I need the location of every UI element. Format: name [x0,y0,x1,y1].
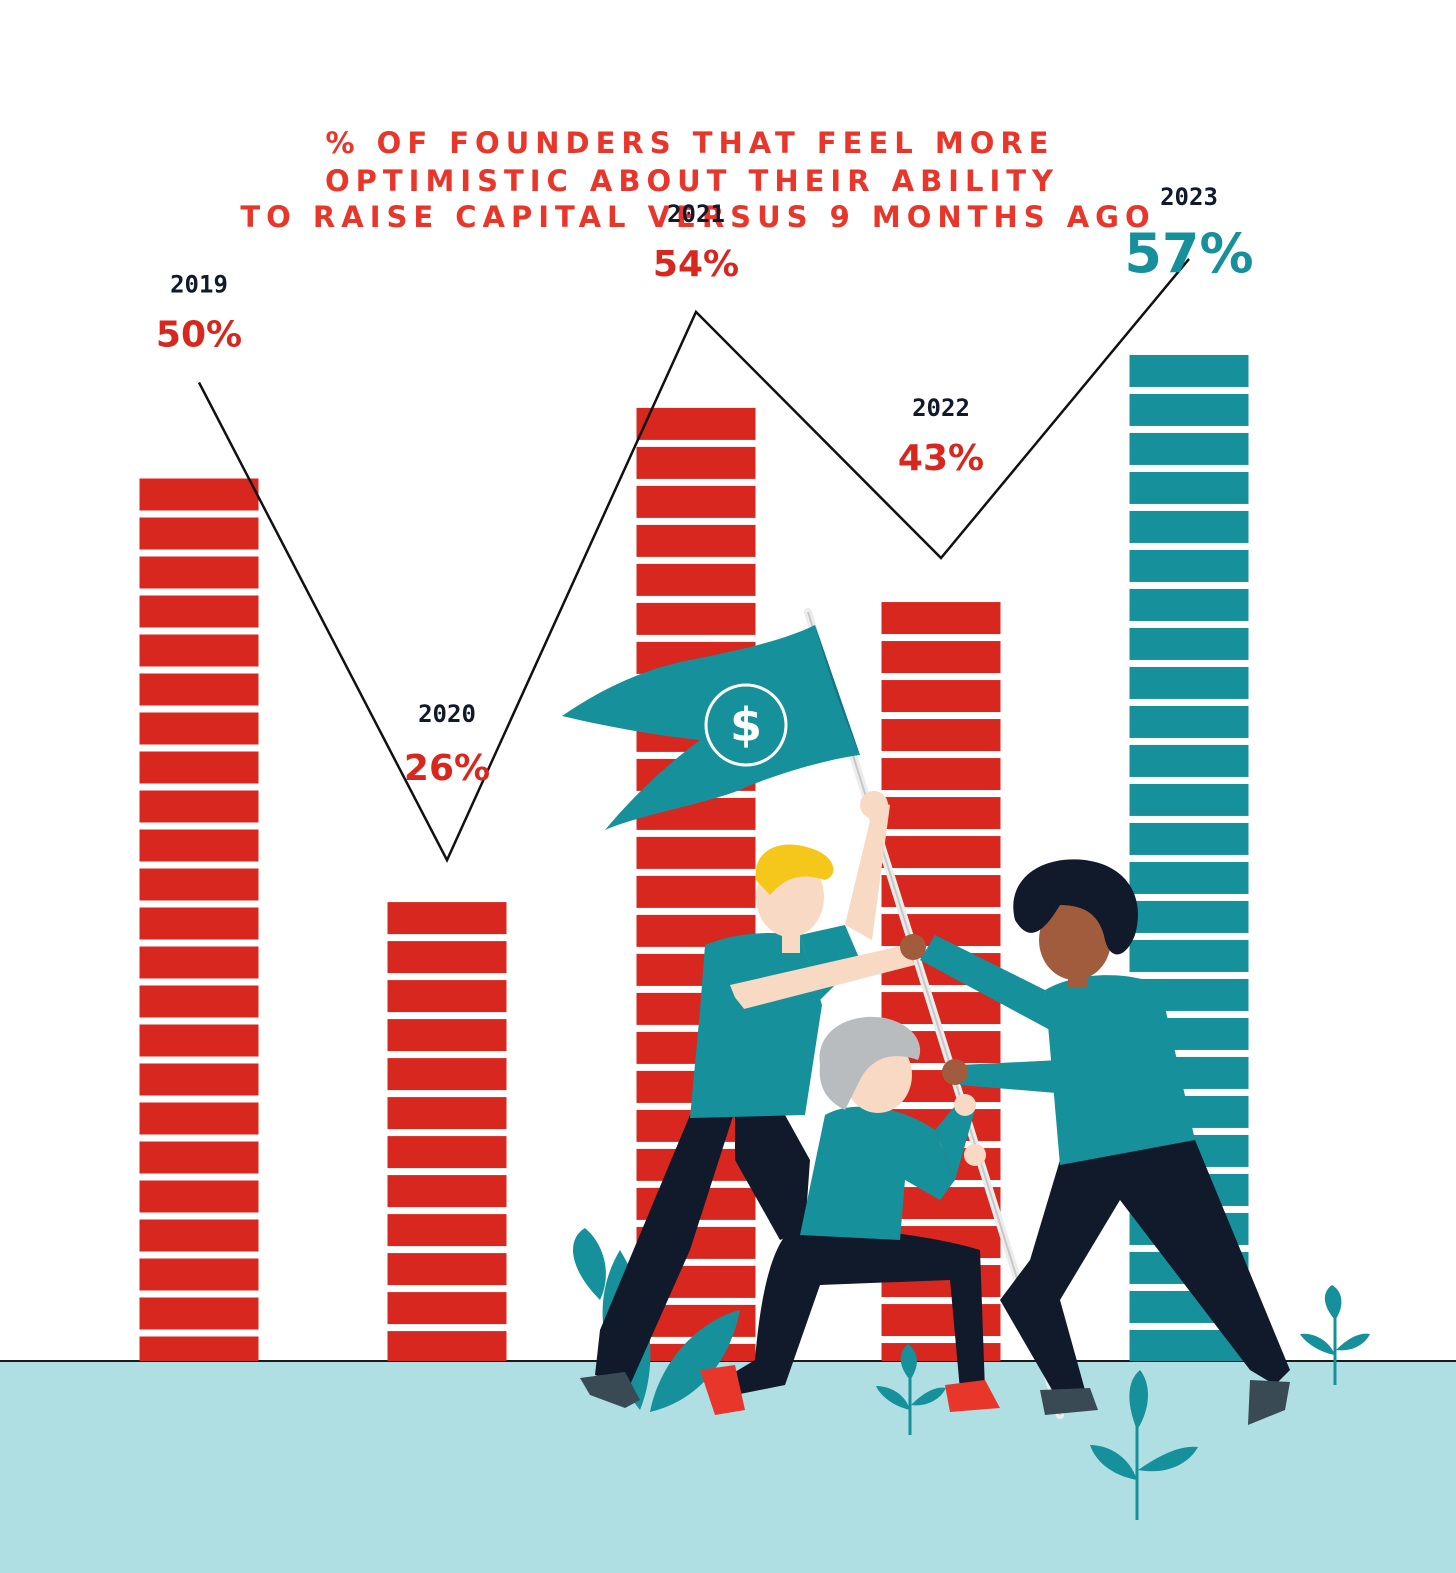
bar-segment [636,875,756,908]
bar-segment [1129,471,1249,504]
bar-2019 [139,478,259,1361]
bar-segment [139,790,259,823]
bar-segment [1129,861,1249,894]
bar-segment [139,1336,259,1361]
person-middle [700,1016,1000,1415]
bar-segment [139,712,259,745]
bar-segment [387,1331,507,1361]
year-label-2023: 2023 [1160,183,1218,211]
bar-segment [1129,510,1249,543]
bar-segment [139,1063,259,1096]
bar-segment [1129,666,1249,699]
bar-segment [139,1141,259,1174]
bar-segment [139,868,259,901]
bar-segment [387,1136,507,1169]
labels: 2019 50% 2020 26% 2021 54% 2022 43% 2023 57% [156,183,1254,789]
bar-segment [1129,783,1249,816]
bar-segment [636,836,756,869]
bar-segment [139,829,259,862]
bar-segment [636,524,756,557]
value-label-2023: 57% [1124,222,1253,285]
value-label-2022: 43% [898,438,984,479]
value-label-2019: 50% [156,315,242,356]
bar-segment [387,1019,507,1052]
bar-segment [881,797,1001,830]
bar-segment [387,1292,507,1325]
flag-icon: $ [562,625,860,830]
bar-segment [139,673,259,706]
bar-segment [139,478,259,511]
bar-segment [881,836,1001,869]
bar-segment [881,719,1001,752]
chart-title: % OF FOUNDERS THAT FEEL MORE OPTIMISTIC … [240,126,1155,234]
bar-segment [139,1258,259,1291]
bar-segment [139,946,259,979]
year-label-2022: 2022 [912,394,970,422]
bar-segment [387,941,507,974]
bar-segment [881,641,1001,674]
bar-segment [636,407,756,440]
trend-line [197,258,1190,863]
bar-segment [636,602,756,635]
bar-segment [139,985,259,1018]
bar-segment [139,907,259,940]
bar-segment [881,680,1001,713]
person-left [580,791,915,1408]
bar-segment [881,758,1001,791]
bar-segment [1129,900,1249,933]
bar-segment [1129,432,1249,465]
bar-segment [387,1253,507,1286]
year-label-2019: 2019 [170,271,228,299]
plant-icon [1090,1370,1198,1520]
title-line-1: % OF FOUNDERS THAT FEEL MORE [326,126,1055,160]
bar-segment [139,1297,259,1330]
bar-segment [387,1097,507,1130]
bar-segment [387,1175,507,1208]
bar-segment [1129,354,1249,387]
bar-segment [636,563,756,596]
bar-segment [387,1058,507,1091]
bar-segment [139,751,259,784]
bar-segment [139,634,259,667]
bar-segment [1129,549,1249,582]
bar-segment [139,1102,259,1135]
year-label-2020: 2020 [418,700,476,728]
bar-segment [139,595,259,628]
bar-segment [1129,822,1249,855]
bar-segment [1129,627,1249,660]
plant-icon [876,1344,946,1435]
dollar-icon: $ [704,683,788,767]
value-label-2021: 54% [653,244,739,285]
value-label-2020: 26% [404,748,490,789]
bar-segment [387,980,507,1013]
bar-segment [1129,744,1249,777]
bar-2020 [387,902,507,1361]
bar-segment [1129,939,1249,972]
illustration: $ [562,608,1370,1520]
bar-segment [139,1024,259,1057]
title-line-2: OPTIMISTIC ABOUT THEIR ABILITY [325,164,1059,198]
bar-segment [1129,588,1249,621]
bar-segment [139,556,259,589]
bar-segment [1129,393,1249,426]
bar-segment [139,517,259,550]
title-line-3: TO RAISE CAPITAL VERSUS 9 MONTHS AGO [240,200,1155,234]
year-label-2021: 2021 [667,200,725,228]
plant-icon [1300,1285,1370,1385]
bar-segment [387,1214,507,1247]
svg-text:$: $ [730,698,762,752]
bar-segment [636,446,756,479]
bar-segment [387,902,507,935]
bar-segment [881,602,1001,635]
bar-segment [881,992,1001,1025]
bar-segment [636,485,756,518]
bar-segment [139,1219,259,1252]
bar-segment [139,1180,259,1213]
person-right [900,859,1290,1425]
bar-segment [1129,705,1249,738]
